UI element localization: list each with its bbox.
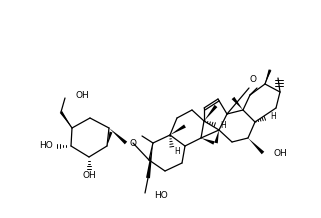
Text: OH: OH — [75, 92, 89, 100]
Text: OH: OH — [82, 170, 96, 179]
Text: H: H — [270, 112, 276, 121]
Polygon shape — [109, 128, 127, 144]
Text: O: O — [249, 75, 256, 85]
Polygon shape — [214, 130, 219, 143]
Text: HO: HO — [154, 191, 168, 201]
Text: H: H — [220, 121, 226, 131]
Polygon shape — [232, 97, 243, 110]
Text: O: O — [130, 140, 137, 148]
Text: HO: HO — [39, 141, 53, 150]
Polygon shape — [146, 143, 153, 178]
Polygon shape — [170, 124, 186, 135]
Polygon shape — [204, 105, 217, 121]
Polygon shape — [265, 70, 272, 84]
Polygon shape — [107, 132, 112, 146]
Text: H: H — [174, 148, 180, 157]
Text: OH: OH — [273, 150, 287, 158]
Polygon shape — [60, 111, 72, 128]
Polygon shape — [248, 138, 264, 154]
Polygon shape — [201, 138, 215, 145]
